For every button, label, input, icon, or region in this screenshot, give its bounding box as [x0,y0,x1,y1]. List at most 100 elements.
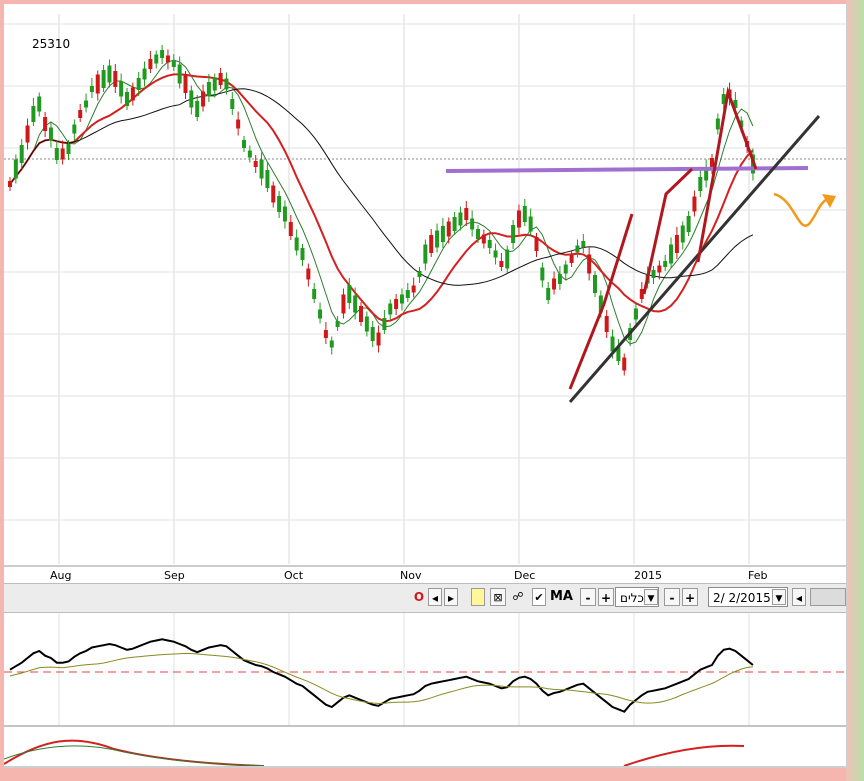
candle-body-51 [306,268,311,280]
oscillator-signal-line [9,652,753,705]
x-label-2015: 2015 [634,569,662,582]
candle-body-30 [183,75,188,93]
scroll-right-button[interactable]: ▸ [444,588,458,606]
scrollbar-track[interactable] [810,588,846,606]
candle-body-1 [13,159,18,179]
candle-body-42 [253,161,258,167]
drawings [445,86,836,403]
scroll-left-button[interactable]: ◂ [428,588,442,606]
candle-body-16 [101,70,106,88]
o-button[interactable]: O [413,590,425,604]
glasses-tool-button[interactable]: ☍ [512,590,524,603]
scrollbar-left-button[interactable]: ◂ [792,588,806,606]
ma-short-line [9,59,754,345]
ma-checkbox[interactable]: ✔ [532,588,546,606]
candle-body-115 [680,225,685,243]
candle-body-19 [119,81,124,97]
x-label-nov: Nov [400,569,422,582]
candle-body-23 [142,68,147,80]
candle-body-74 [440,226,445,242]
price-label: 25310 [32,37,70,51]
candle-body-29 [177,64,182,84]
candle-body-48 [288,222,293,236]
candle-body-5 [37,96,42,112]
candles [8,45,755,376]
candle-body-43 [259,159,264,179]
candle-body-46 [277,196,282,212]
ma-minus-button[interactable]: - [580,588,596,606]
candle-body-73 [435,230,440,248]
candle-body-90 [534,237,539,251]
ma-plus-button[interactable]: + [598,588,614,606]
candle-body-75 [446,221,451,237]
candle-body-40 [242,140,246,148]
date-input[interactable]: 2/ 2/2015 [708,587,788,607]
candle-body-67 [399,294,404,304]
volume-red-line-right [623,744,745,766]
candle-body-104 [616,347,621,361]
candle-body-64 [382,318,387,330]
candle-body-7 [48,127,53,141]
zoom-minus-button[interactable]: - [664,588,680,606]
candle-body-103 [610,336,615,352]
candle-body-88 [522,206,527,222]
candle-body-39 [236,119,241,129]
candle-body-15 [95,74,100,94]
candle-body-86 [511,225,516,243]
grid [4,14,846,567]
candle-body-61 [364,316,369,332]
candle-body-101 [598,295,603,313]
candle-body-110 [651,270,656,278]
candle-body-122 [721,94,726,104]
chart-toolbar: O ◂ ▸ ⊠ ☍ ✔ MA - + כלים ▼ - + 2/ 2/2015 … [4,583,846,613]
candle-body-36 [218,73,223,85]
candle-body-0 [8,181,12,187]
candle-body-57 [341,294,346,314]
candle-body-114 [674,235,679,253]
candle-body-125 [739,120,744,128]
candle-body-2 [19,145,24,163]
oscillator-panel [4,611,846,766]
color-box-button[interactable] [471,588,485,606]
candle-body-80 [476,229,480,239]
candle-body-96 [569,255,574,263]
candle-body-33 [201,91,206,107]
zoom-plus-button[interactable]: + [682,588,698,606]
candle-body-22 [136,78,141,90]
forecast-arrow [773,192,827,228]
window-edge [846,0,864,781]
candle-body-10 [66,144,71,154]
oscillator-bg [4,611,846,726]
candle-body-17 [107,65,112,83]
candle-body-47 [282,206,287,222]
ma-label: MA [550,589,573,604]
price-chart[interactable]: 25310 Aug Sep Oct Nov Dec 2015 Feb [4,4,846,766]
candle-body-59 [353,295,358,313]
candle-body-71 [423,244,428,264]
candle-body-107 [633,308,638,320]
candle-body-84 [499,261,504,267]
date-value: 2/ 2/2015 [713,591,771,605]
candle-body-18 [113,71,118,87]
candle-body-6 [43,117,48,131]
candle-body-93 [552,278,557,290]
chart-panel: 25310 Aug Sep Oct Nov Dec 2015 Feb O ◂ ▸ ⊠ ☍ ✔… [4,4,848,768]
candle-body-32 [195,101,200,117]
candle-body-54 [323,330,328,338]
zoom-tool-button[interactable]: ⊠ [490,588,506,606]
candle-body-95 [563,264,568,274]
candle-body-68 [405,290,410,298]
candle-body-119 [704,167,709,181]
date-dropdown-icon[interactable]: ▼ [772,589,786,605]
candle-body-53 [318,309,323,319]
candle-body-13 [84,100,89,108]
candle-body-28 [171,61,176,67]
candle-body-112 [663,261,668,267]
x-axis-labels: Aug Sep Oct Nov Dec 2015 Feb [50,569,767,582]
trend-support-line [568,115,821,403]
x-label-aug: Aug [50,569,71,582]
tools-dropdown-icon[interactable]: ▼ [644,589,658,605]
candle-body-98 [581,241,586,247]
x-label-feb: Feb [748,569,767,582]
candle-body-121 [715,118,720,130]
